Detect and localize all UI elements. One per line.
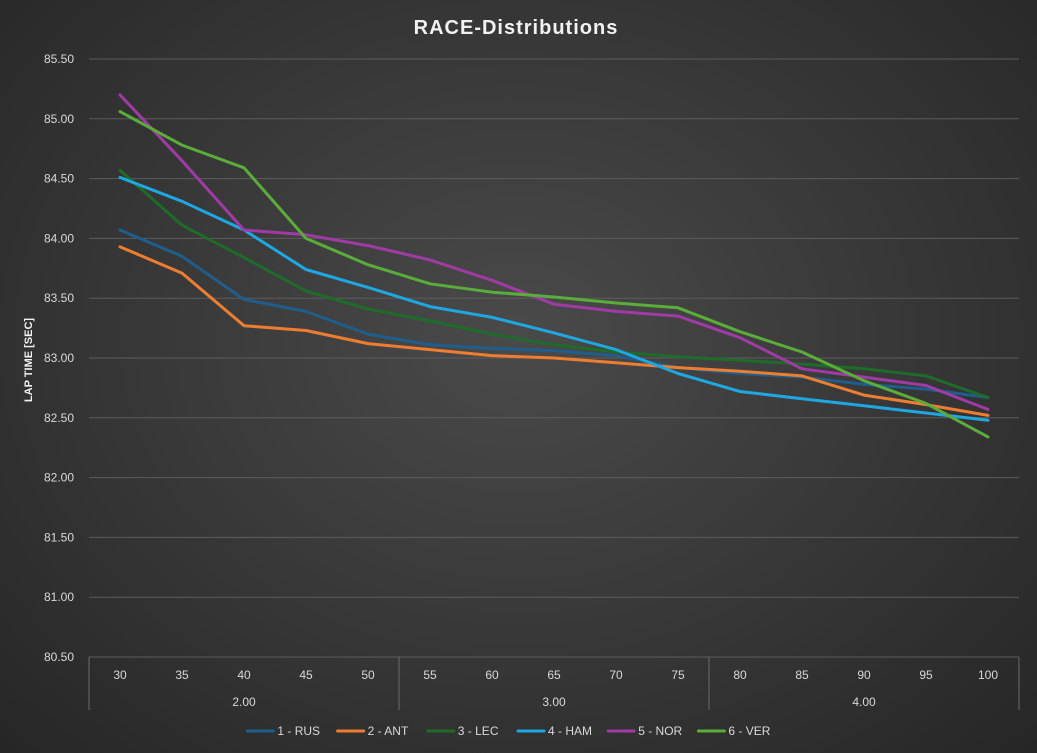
- x-group-label: 3.00: [542, 695, 566, 709]
- y-axis-label: LAP TIME [SEC]: [23, 318, 35, 402]
- legend: 1 - RUS 2 - ANT 3 - LEC 4 - HAM 5 - NOR 6 - V…: [245, 724, 771, 738]
- y-tick-label: 85.50: [44, 52, 74, 66]
- chart-title: RACE-Distributions: [414, 17, 619, 39]
- y-tick-label: 82.00: [44, 471, 74, 485]
- x-tick-label: 95: [919, 668, 933, 682]
- legend-label: 1 - RUS: [277, 724, 320, 738]
- series-line-ver: [118, 110, 990, 439]
- y-tick-label: 84.50: [44, 172, 74, 186]
- legend-label: 2 - ANT: [368, 724, 409, 738]
- x-tick-label: 90: [857, 668, 871, 682]
- x-tick-label: 30: [113, 668, 127, 682]
- x-tick-label: 100: [978, 668, 998, 682]
- x-tick-label: 70: [609, 668, 623, 682]
- series-line-rus: [118, 228, 990, 399]
- x-tick-label: 45: [299, 668, 313, 682]
- series-lines: [118, 93, 990, 439]
- y-tick-label: 80.50: [44, 650, 74, 664]
- legend-item: 5 - NOR: [606, 724, 683, 738]
- legend-label: 6 - VER: [728, 724, 770, 738]
- y-tick-label: 81.50: [44, 530, 74, 544]
- legend-label: 5 - NOR: [638, 724, 682, 738]
- x-axis: 30 35 40 45 50 55 60 65 70 75 80 85 90 95 100 2.00 3.00 4…: [88, 657, 1020, 710]
- x-tick-label: 50: [361, 668, 375, 682]
- legend-item: 2 - ANT: [336, 724, 409, 738]
- legend-item: 4 - HAM: [516, 724, 592, 738]
- y-tick-label: 83.00: [44, 351, 74, 365]
- y-axis: 80.50 81.00 81.50 82.00 82.50 83.00 83.50 84.00…: [44, 52, 74, 664]
- series-line-ant: [118, 245, 990, 417]
- legend-item: 1 - RUS: [245, 724, 320, 738]
- legend-item: 6 - VER: [696, 724, 771, 738]
- x-tick-label: 65: [547, 668, 561, 682]
- x-tick-label: 60: [485, 668, 499, 682]
- x-tick-label: 75: [671, 668, 685, 682]
- y-tick-label: 81.00: [44, 590, 74, 604]
- y-tick-label: 83.50: [44, 291, 74, 305]
- y-tick-label: 82.50: [44, 411, 74, 425]
- y-tick-label: 84.00: [44, 231, 74, 245]
- y-tick-label: 85.00: [44, 112, 74, 126]
- x-tick-label: 85: [795, 668, 809, 682]
- x-tick-label: 40: [237, 668, 251, 682]
- series-line-nor: [118, 93, 990, 411]
- x-tick-label: 55: [423, 668, 437, 682]
- x-group-label: 2.00: [232, 695, 256, 709]
- legend-label: 3 - LEC: [458, 724, 499, 738]
- x-tick-label: 80: [733, 668, 747, 682]
- series-line-ham: [118, 175, 990, 422]
- legend-item: 3 - LEC: [426, 724, 499, 738]
- x-tick-label: 35: [175, 668, 189, 682]
- legend-label: 4 - HAM: [548, 724, 592, 738]
- x-group-label: 4.00: [852, 695, 876, 709]
- series-line-lec: [118, 168, 990, 399]
